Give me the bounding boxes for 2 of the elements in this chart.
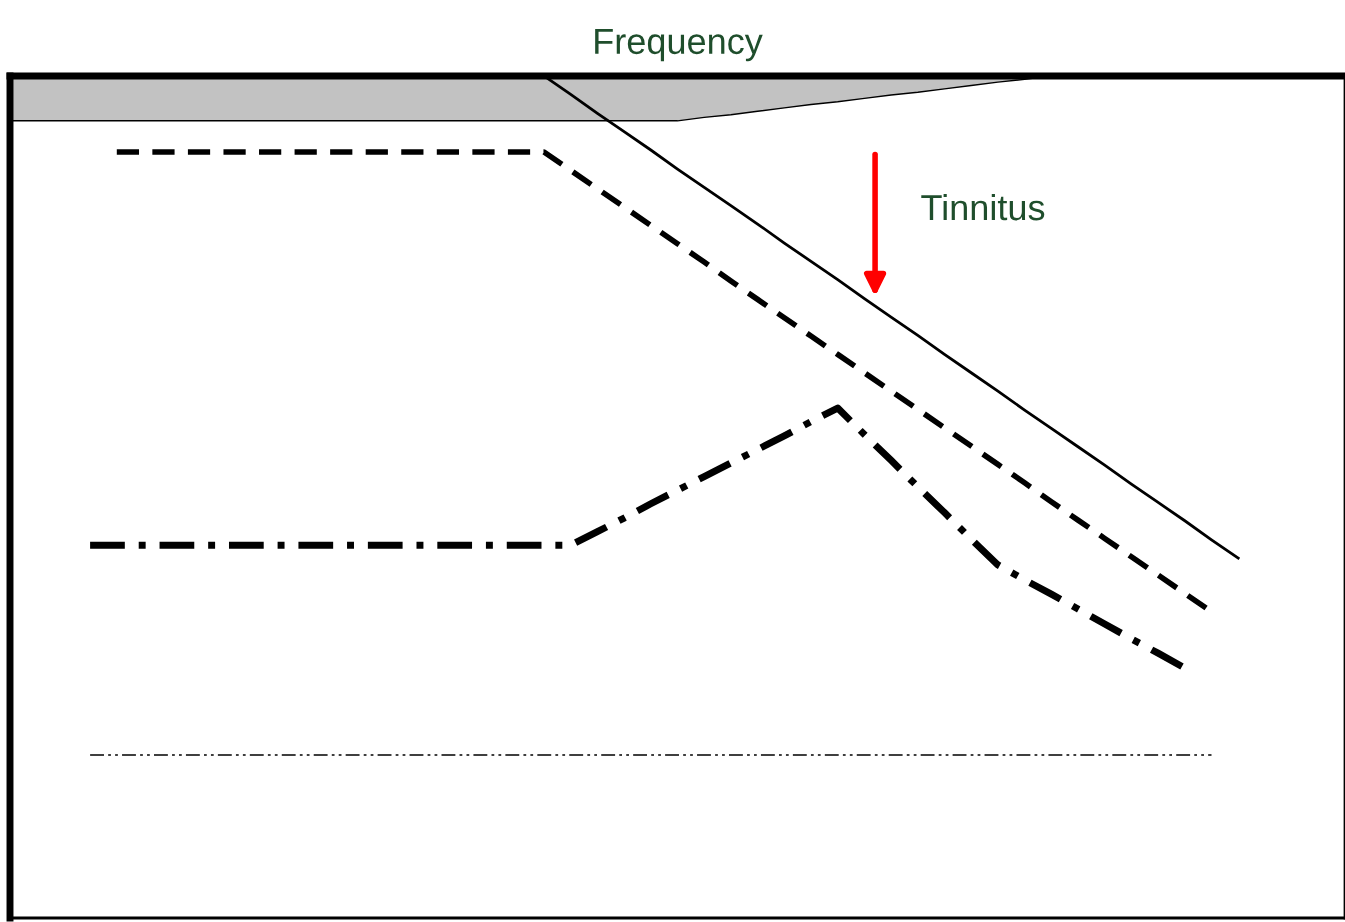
x-axis-title: Frequency xyxy=(595,28,763,62)
annotation: Tinnitus xyxy=(921,193,1045,221)
